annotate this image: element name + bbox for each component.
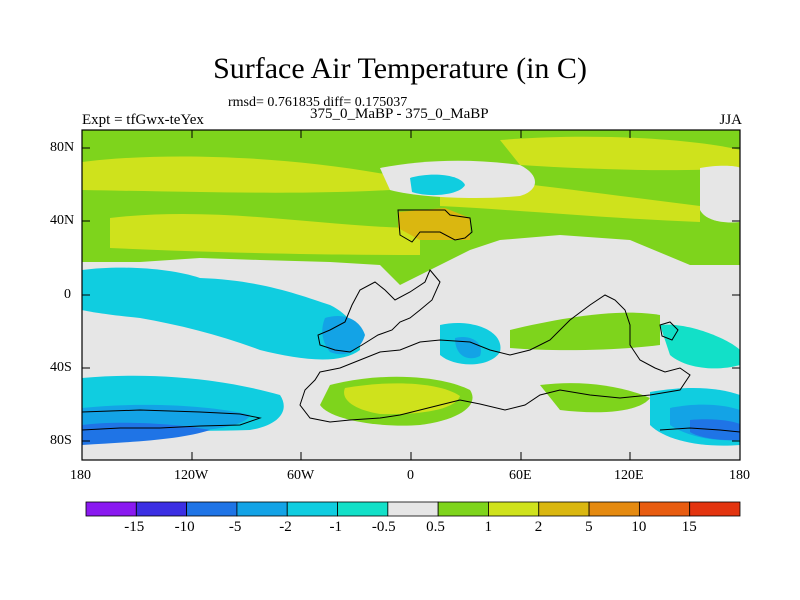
lon-label-60W: 60W: [287, 468, 315, 483]
colorbar-swatch: [638, 501, 691, 517]
lon-label-180-west: 180: [70, 468, 91, 483]
field-neutral-patch-2: [700, 165, 740, 223]
colorbar-label: -5: [228, 519, 242, 535]
colorbar-label: 10: [631, 519, 647, 535]
lat-label-0: 0: [64, 287, 71, 302]
map-field: [82, 130, 740, 460]
colorbar-label: -0.5: [371, 519, 396, 535]
lat-label-40N: 40N: [50, 213, 75, 228]
field-skyblue-indian: [455, 336, 481, 359]
colorbar-label: 0.5: [426, 519, 445, 535]
field-yellow-band-3: [110, 214, 420, 255]
lat-label-40S: 40S: [50, 360, 72, 375]
colorbar-swatch: [437, 501, 489, 517]
colorbar-swatch: [538, 501, 590, 517]
lon-label-120E: 120E: [614, 468, 644, 483]
field-orange-north: [398, 208, 470, 240]
coastline-south-central: [299, 294, 691, 423]
coastline-central: [317, 269, 441, 353]
colorbar-label: 15: [681, 519, 697, 535]
field-yellow-band-1: [82, 156, 390, 193]
field-yellow-south: [344, 383, 460, 415]
tick-marks: [82, 130, 740, 460]
colorbar-swatch: [488, 501, 540, 517]
lon-label-120W: 120W: [174, 468, 209, 483]
colorbar-swatch: [337, 501, 389, 517]
lon-label-0: 0: [407, 468, 414, 483]
colorbar-label: 5: [585, 519, 593, 535]
coastline-north: [397, 209, 473, 243]
colorbar-swatch: [186, 501, 238, 517]
colorbar-label: -15: [124, 519, 145, 535]
colorbar-swatch: [387, 501, 439, 517]
coastlines: [82, 209, 740, 433]
colorbar-swatch: [236, 501, 288, 517]
colorbar-swatch: [135, 501, 188, 517]
field-green-south-3: [540, 383, 650, 413]
colorbar-swatch: [286, 501, 338, 517]
colorbar-label: -10: [174, 519, 195, 535]
coastline-south-polar: [82, 409, 262, 431]
lon-label-180-east: 180: [729, 468, 750, 483]
colorbar-label: 2: [534, 519, 543, 535]
colorbar-label: -1: [329, 519, 343, 535]
field-cyan-north: [410, 174, 465, 196]
colorbar-label: 1: [484, 519, 492, 535]
experiment-label: Expt = tfGwx-teYex: [82, 112, 204, 128]
colorbar-swatch: [588, 501, 640, 517]
field-cyan-east: [660, 324, 740, 369]
lat-label-80S: 80S: [50, 433, 72, 448]
coastline-east-island: [659, 321, 679, 341]
colorbar-label: -2: [279, 519, 292, 535]
season-label: JJA: [719, 112, 742, 128]
field-yellow-band-2: [500, 136, 740, 171]
colorbar: [85, 501, 741, 517]
field-skyblue-tropical: [322, 315, 365, 355]
field-cyan-tropical-1: [82, 267, 360, 360]
colorbar-swatch: [85, 501, 137, 517]
page-title: Surface Air Temperature (in C): [213, 52, 587, 85]
stats-label: rmsd= 0.761835 diff= 0.175037: [228, 95, 408, 110]
colorbar-swatch: [689, 501, 741, 517]
lat-label-80N: 80N: [50, 140, 75, 155]
comparison-label: 375_0_MaBP - 375_0_MaBP: [310, 106, 489, 122]
coastline-south-polar-east: [659, 427, 740, 433]
lon-label-60E: 60E: [509, 468, 532, 483]
